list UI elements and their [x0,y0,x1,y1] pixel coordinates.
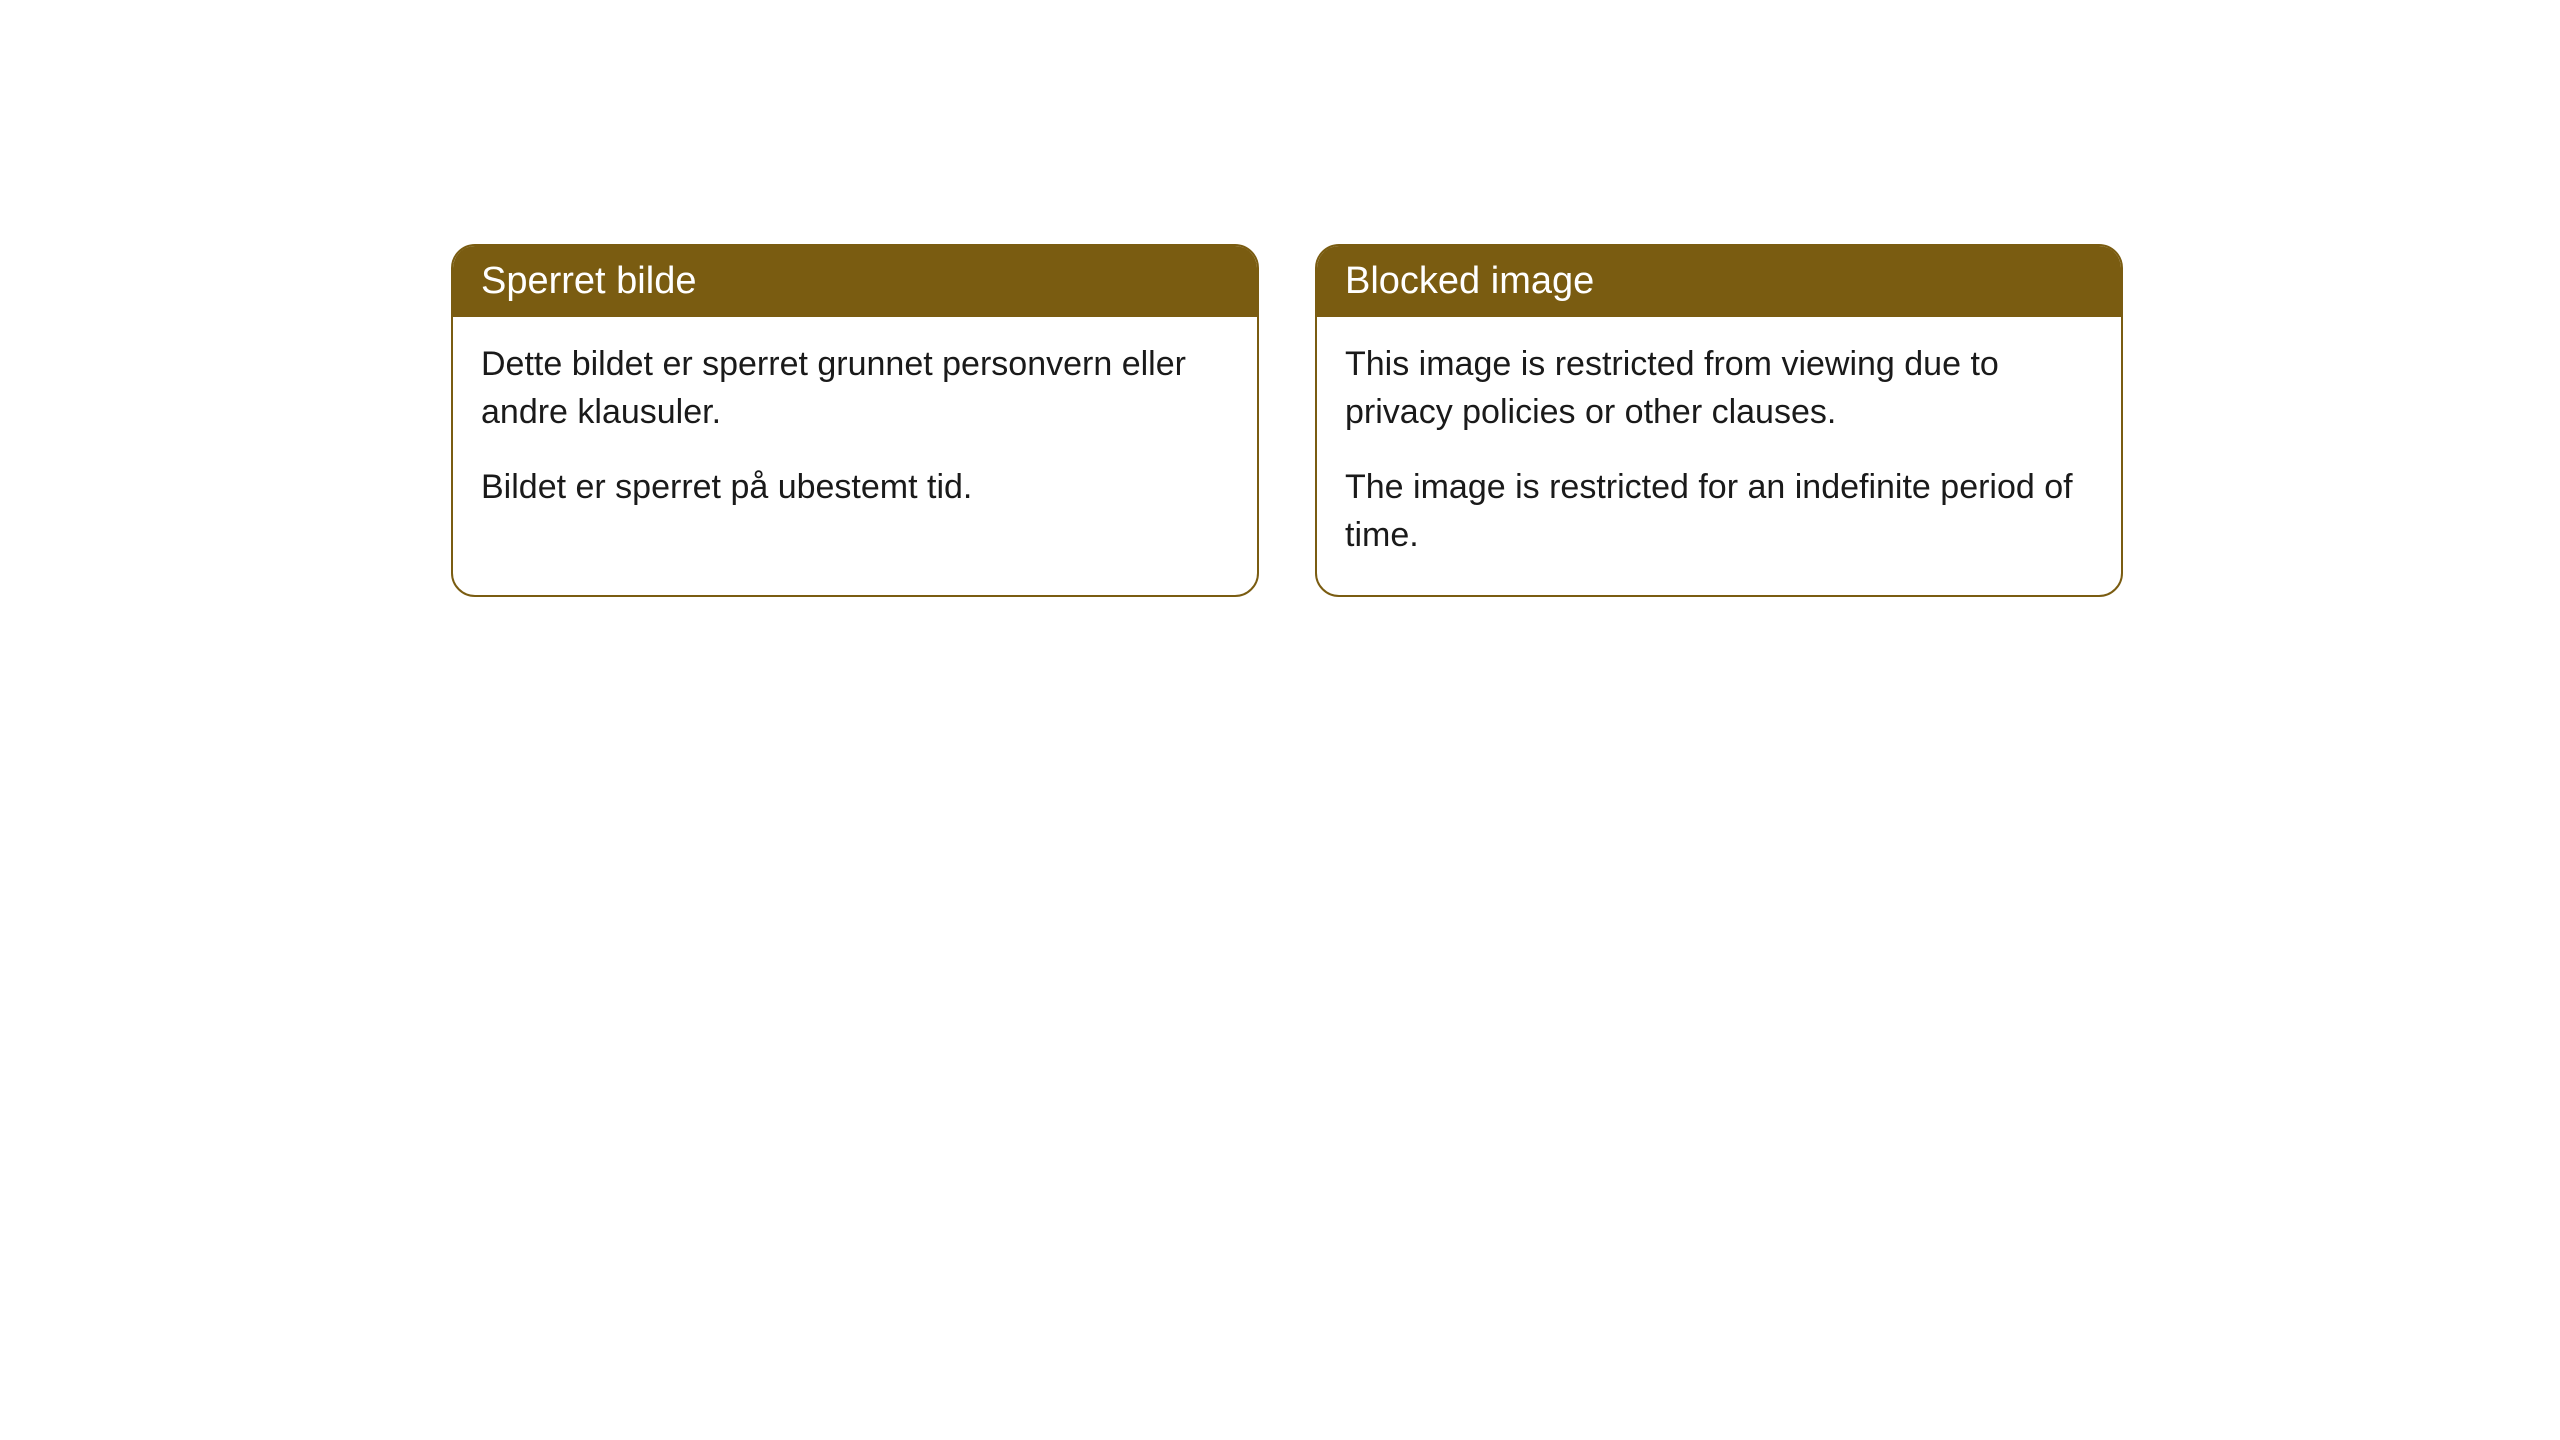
card-english: Blocked image This image is restricted f… [1315,244,2123,597]
card-header-norwegian: Sperret bilde [453,246,1257,317]
card-title-norwegian: Sperret bilde [481,260,696,302]
card-header-english: Blocked image [1317,246,2121,317]
card-paragraph: The image is restricted for an indefinit… [1345,464,2093,559]
card-paragraph: Dette bildet er sperret grunnet personve… [481,341,1229,436]
card-paragraph: This image is restricted from viewing du… [1345,341,2093,436]
card-body-english: This image is restricted from viewing du… [1317,317,2121,595]
card-body-norwegian: Dette bildet er sperret grunnet personve… [453,317,1257,548]
card-norwegian: Sperret bilde Dette bildet er sperret gr… [451,244,1259,597]
card-title-english: Blocked image [1345,260,1594,302]
card-paragraph: Bildet er sperret på ubestemt tid. [481,464,1229,512]
cards-container: Sperret bilde Dette bildet er sperret gr… [451,244,2123,597]
